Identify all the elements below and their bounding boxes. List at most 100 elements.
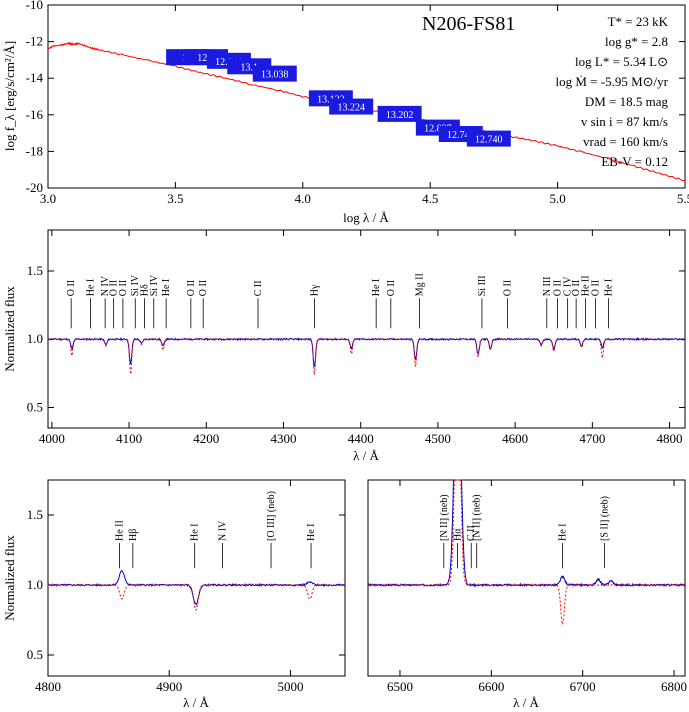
photometry-box <box>377 105 422 122</box>
blue-line-label: He I <box>85 279 96 297</box>
blue-y-tick-label: 1.0 <box>27 331 43 346</box>
blue-x-tick-label: 4700 <box>579 431 605 446</box>
blue-line-label: Si III <box>477 275 488 296</box>
halpha-line-label: [N II] (neb) <box>472 494 483 541</box>
halpha-x-tick-label: 6600 <box>478 679 504 694</box>
param-logg: log g* = 2.8 <box>605 34 668 49</box>
halpha-x-tick-label: 6500 <box>387 679 413 694</box>
hbeta-frame <box>47 479 346 677</box>
blue-y-ticks: 0.5 1.0 1.5 <box>27 263 685 415</box>
hbeta-line-label: N IV <box>218 520 229 541</box>
blue-y-tick-label: 0.5 <box>27 400 43 415</box>
blue-line-label: O II <box>186 280 197 296</box>
hbeta-line-ids: He II Hβ He I N IV [O III] (neb) He I <box>115 491 317 569</box>
hbeta-line-label: Hβ <box>128 529 139 541</box>
blue-line-label: Si IV <box>149 274 160 296</box>
blue-x-tick-label: 4600 <box>502 431 528 446</box>
blue-x-tick-label: 4800 <box>657 431 683 446</box>
blue-line-label: Mg II <box>414 273 425 296</box>
sed-y-tick-label: -16 <box>26 107 44 122</box>
blue-line-label: O II <box>386 280 397 296</box>
sed-y-tick-label: -12 <box>26 34 43 49</box>
sed-x-label: log λ / Å <box>343 210 389 225</box>
sed-y-ticks: -10 -12 -14 -16 -18 -20 <box>26 0 685 195</box>
param-ebv: EB-V = 0.12 <box>601 154 668 169</box>
halpha-observed-spectrum <box>367 479 686 588</box>
hbeta-x-ticks: 4800 4900 5000 <box>35 480 303 694</box>
blue-line-label: O II <box>109 280 120 296</box>
param-dm: DM = 18.5 mag <box>585 94 669 109</box>
blue-line-label: O II <box>198 280 209 296</box>
hbeta-line-label: He II <box>115 520 126 541</box>
photometry-label: 13.224 <box>337 103 365 114</box>
hbeta-y-label: Normalized flux <box>2 535 17 621</box>
hbeta-y-tick-label: 1.0 <box>27 577 43 592</box>
blue-line-label: O II <box>66 280 77 296</box>
blue-line-label: C II <box>253 280 264 296</box>
blue-line-label: N III <box>542 277 553 297</box>
sed-x-tick-label: 4.0 <box>295 191 311 206</box>
hbeta-y-tick-label: 0.5 <box>27 647 43 662</box>
param-logl: log L* = 5.34 L⊙ <box>575 54 668 69</box>
sed-panel: 3.0 3.5 4.0 4.5 5.0 5.5 -10 -12 -14 -16 -18 -20 12… <box>2 0 689 225</box>
sed-x-tick-label: 3.5 <box>167 191 183 206</box>
photometry-label: 13.202 <box>386 110 414 121</box>
photometry-box <box>329 98 374 115</box>
blue-line-label: O II <box>553 280 564 296</box>
photometry-label: 12.740 <box>447 130 475 141</box>
halpha-x-tick-label: 6700 <box>570 679 596 694</box>
blue-x-tick-label: 4400 <box>348 431 374 446</box>
param-vsini: v sin i = 87 km/s <box>581 114 668 129</box>
blue-x-ticks: 4000 4100 4200 4300 4400 4500 4600 4700 4800 <box>39 230 683 446</box>
photometry-box <box>252 65 297 82</box>
photometry-label: 13.038 <box>261 70 289 81</box>
blue-line-label: Hγ <box>309 284 320 296</box>
sed-y-tick-label: -18 <box>26 143 43 158</box>
hbeta-y-tick-label: 1.5 <box>27 507 43 522</box>
blue-line-label: O II <box>571 280 582 296</box>
sed-x-ticks: 3.0 3.5 4.0 4.5 5.0 5.5 <box>40 5 689 206</box>
blue-x-tick-label: 4500 <box>425 431 451 446</box>
hbeta-panel: 4800 4900 5000 0.5 1.0 1.5 He II Hβ He I N IV [O… <box>2 479 346 710</box>
blue-line-label: He I <box>604 279 615 297</box>
sed-photometry: 12.12.812.84113.113.03813.12213.22413.20… <box>166 49 511 147</box>
hbeta-observed-spectrum <box>47 570 346 606</box>
blue-line-label: O II <box>590 280 601 296</box>
halpha-line-ids: [N II] (neb) Hα C II[N II] (neb) He I [S II]… <box>439 494 611 569</box>
photometry-box <box>466 130 511 147</box>
blue-line-label: He I <box>161 279 172 297</box>
star-name: N206-FS81 <box>422 13 515 35</box>
blue-line-label: O II <box>118 280 129 296</box>
halpha-line-label: Hα <box>453 528 464 541</box>
halpha-model-spectrum <box>367 479 686 627</box>
hbeta-line-label: [O III] (neb) <box>266 491 277 541</box>
sed-x-tick-label: 3.0 <box>40 191 56 206</box>
blue-line-label: Hδ <box>140 284 151 296</box>
blue-x-tick-label: 4300 <box>270 431 296 446</box>
sed-y-tick-label: -20 <box>26 180 43 195</box>
blue-x-tick-label: 4200 <box>193 431 219 446</box>
blue-spectrum-panel: 4000 4100 4200 4300 4400 4500 4600 4700 4800 0.5… <box>2 229 686 463</box>
sed-x-tick-label: 5.0 <box>549 191 565 206</box>
hbeta-line-label: He I <box>190 524 201 542</box>
photometry-label: 12.740 <box>475 135 503 146</box>
halpha-x-ticks: 6500 6600 6700 6800 <box>387 480 687 694</box>
halpha-frame <box>367 479 686 677</box>
blue-observed-spectrum <box>47 337 685 368</box>
blue-y-label: Normalized flux <box>2 286 17 372</box>
blue-x-tick-label: 4100 <box>116 431 142 446</box>
hbeta-x-tick-label: 5000 <box>277 679 303 694</box>
blue-x-tick-label: 4000 <box>39 431 65 446</box>
sed-y-tick-label: -10 <box>26 0 43 12</box>
halpha-line-label: [S II] (neb) <box>600 496 611 541</box>
halpha-line-label: [N II] (neb) <box>439 494 450 541</box>
sed-y-tick-label: -14 <box>26 70 44 85</box>
halpha-x-tick-label: 6800 <box>661 679 687 694</box>
param-logm: log Ṁ = -5.95 M⊙/yr <box>556 74 669 89</box>
sed-x-tick-label: 4.5 <box>422 191 438 206</box>
blue-line-label: O II <box>502 280 513 296</box>
param-teff: T* = 23 kK <box>608 14 669 29</box>
blue-x-label: λ / Å <box>353 448 379 463</box>
blue-line-label: He II <box>580 275 591 296</box>
